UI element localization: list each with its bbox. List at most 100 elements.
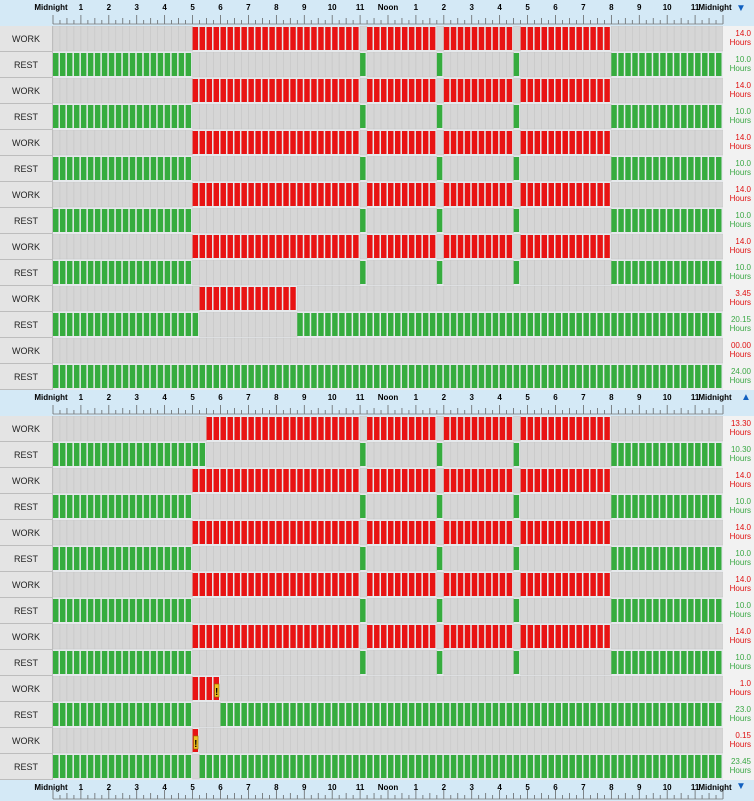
empty-slot[interactable]	[73, 675, 82, 702]
empty-slot[interactable]	[590, 103, 598, 130]
time-grid[interactable]	[53, 545, 723, 572]
empty-slot[interactable]	[366, 155, 375, 182]
filled-slot[interactable]	[674, 495, 680, 518]
empty-slot[interactable]	[304, 649, 312, 676]
filled-slot[interactable]	[450, 573, 457, 596]
filled-slot[interactable]	[101, 443, 108, 466]
filled-slot[interactable]	[527, 365, 534, 388]
empty-slot[interactable]	[408, 545, 417, 572]
empty-slot[interactable]	[527, 597, 535, 624]
filled-slot[interactable]	[429, 79, 436, 102]
filled-slot[interactable]	[520, 131, 527, 154]
filled-slot[interactable]	[108, 547, 115, 570]
empty-slot[interactable]	[283, 545, 291, 572]
empty-slot[interactable]	[659, 285, 668, 312]
empty-slot[interactable]	[157, 77, 165, 104]
filled-slot[interactable]	[695, 261, 701, 284]
empty-slot[interactable]	[269, 51, 277, 78]
filled-slot[interactable]	[73, 53, 80, 76]
down-arrow-icon[interactable]: ▼	[736, 781, 746, 792]
empty-slot[interactable]	[150, 467, 158, 494]
filled-slot[interactable]	[339, 469, 345, 492]
filled-slot[interactable]	[534, 131, 541, 154]
empty-slot[interactable]	[192, 701, 200, 728]
filled-slot[interactable]	[450, 469, 457, 492]
filled-slot[interactable]	[716, 53, 722, 76]
filled-slot[interactable]	[59, 157, 66, 180]
empty-slot[interactable]	[345, 207, 354, 234]
empty-slot[interactable]	[387, 545, 396, 572]
filled-slot[interactable]	[422, 703, 429, 726]
filled-slot[interactable]	[653, 365, 659, 388]
filled-slot[interactable]	[569, 755, 575, 778]
filled-slot[interactable]	[611, 599, 617, 622]
empty-slot[interactable]	[701, 571, 710, 598]
empty-slot[interactable]	[562, 103, 570, 130]
empty-slot[interactable]	[499, 51, 507, 78]
empty-slot[interactable]	[150, 233, 158, 260]
empty-slot[interactable]	[359, 727, 368, 754]
filled-slot[interactable]	[353, 573, 359, 596]
empty-slot[interactable]	[87, 415, 96, 442]
filled-slot[interactable]	[59, 703, 66, 726]
empty-slot[interactable]	[597, 207, 605, 234]
empty-slot[interactable]	[506, 649, 514, 676]
empty-slot[interactable]	[548, 545, 556, 572]
empty-slot[interactable]	[150, 129, 158, 156]
filled-slot[interactable]	[485, 79, 492, 102]
filled-slot[interactable]	[311, 755, 317, 778]
filled-slot[interactable]	[115, 495, 122, 518]
empty-slot[interactable]	[359, 285, 368, 312]
empty-slot[interactable]	[534, 103, 542, 130]
filled-slot[interactable]	[401, 131, 408, 154]
filled-slot[interactable]	[108, 651, 115, 674]
empty-slot[interactable]	[590, 441, 598, 468]
filled-slot[interactable]	[562, 573, 568, 596]
empty-slot[interactable]	[164, 337, 172, 364]
empty-slot[interactable]	[310, 259, 319, 286]
empty-slot[interactable]	[408, 51, 417, 78]
empty-slot[interactable]	[108, 727, 117, 754]
empty-slot[interactable]	[639, 467, 647, 494]
filled-slot[interactable]	[590, 27, 596, 50]
filled-slot[interactable]	[374, 27, 380, 50]
filled-slot[interactable]	[59, 53, 66, 76]
filled-slot[interactable]	[122, 495, 129, 518]
filled-slot[interactable]	[422, 313, 429, 336]
empty-slot[interactable]	[534, 259, 542, 286]
empty-slot[interactable]	[555, 337, 563, 364]
empty-slot[interactable]	[206, 51, 214, 78]
filled-slot[interactable]	[695, 313, 701, 336]
empty-slot[interactable]	[87, 727, 96, 754]
empty-slot[interactable]	[443, 545, 452, 572]
filled-slot[interactable]	[681, 209, 687, 232]
filled-slot[interactable]	[688, 703, 694, 726]
empty-slot[interactable]	[136, 233, 144, 260]
empty-slot[interactable]	[52, 129, 61, 156]
filled-slot[interactable]	[653, 547, 659, 570]
filled-slot[interactable]	[374, 521, 380, 544]
filled-slot[interactable]	[583, 755, 589, 778]
filled-slot[interactable]	[534, 365, 541, 388]
filled-slot[interactable]	[192, 313, 199, 336]
empty-slot[interactable]	[652, 77, 661, 104]
filled-slot[interactable]	[394, 573, 401, 596]
empty-slot[interactable]	[618, 727, 626, 754]
empty-slot[interactable]	[108, 519, 117, 546]
empty-slot[interactable]	[87, 285, 96, 312]
filled-slot[interactable]	[101, 599, 108, 622]
filled-slot[interactable]	[555, 521, 561, 544]
filled-slot[interactable]	[206, 573, 213, 596]
empty-slot[interactable]	[645, 467, 654, 494]
filled-slot[interactable]	[164, 105, 171, 128]
filled-slot[interactable]	[716, 755, 722, 778]
filled-slot[interactable]	[325, 79, 331, 102]
empty-slot[interactable]	[136, 415, 144, 442]
empty-slot[interactable]	[248, 311, 256, 338]
filled-slot[interactable]	[381, 27, 387, 50]
empty-slot[interactable]	[457, 597, 466, 624]
empty-slot[interactable]	[359, 129, 368, 156]
empty-slot[interactable]	[52, 467, 61, 494]
empty-slot[interactable]	[101, 727, 110, 754]
filled-slot[interactable]	[709, 209, 715, 232]
